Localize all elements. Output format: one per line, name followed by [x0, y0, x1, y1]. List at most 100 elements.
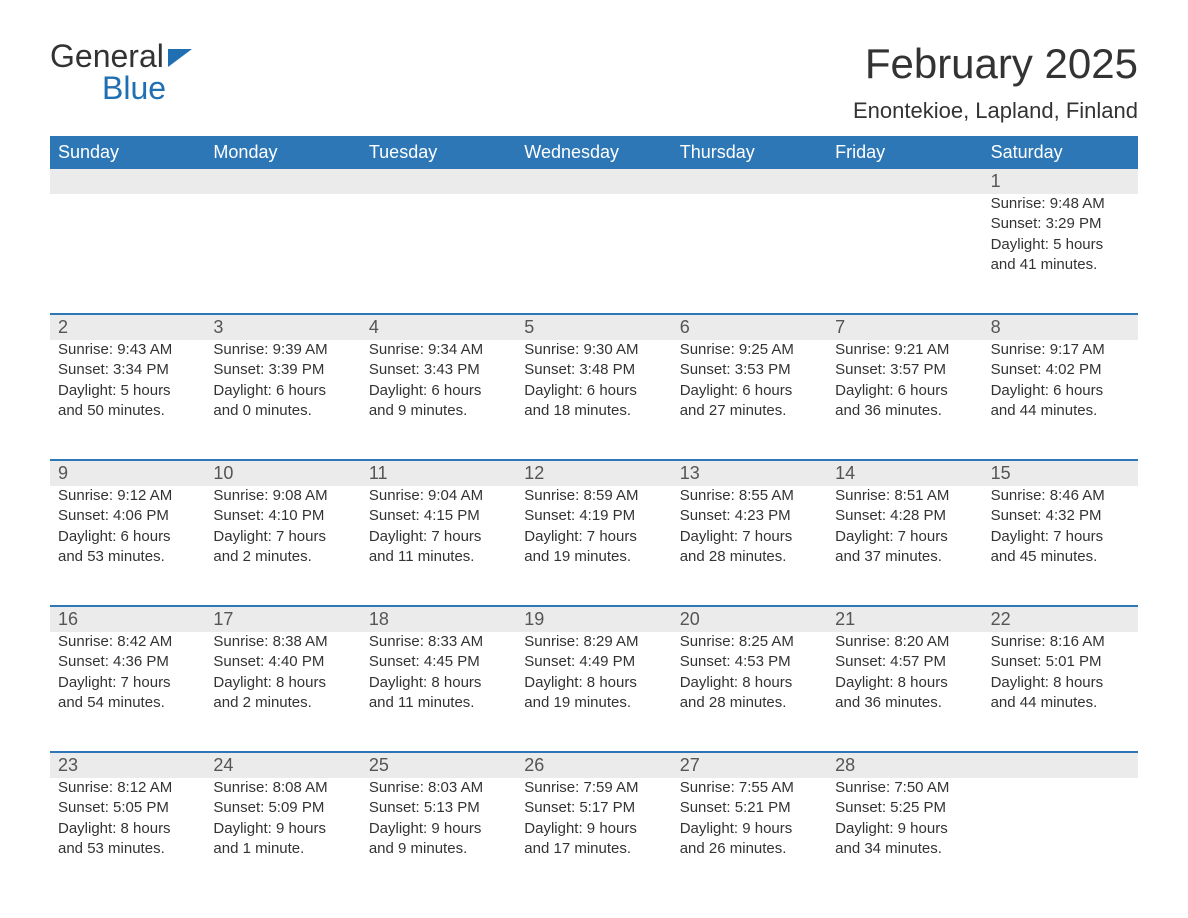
sunrise: Sunrise: 8:38 AM — [213, 632, 352, 652]
sunset: Sunset: 5:21 PM — [680, 798, 819, 818]
flag-icon — [168, 49, 192, 67]
daylight-line2: and 17 minutes. — [524, 839, 663, 859]
sunset: Sunset: 3:29 PM — [991, 214, 1130, 234]
daylight-line1: Daylight: 5 hours — [991, 235, 1130, 255]
dayname: Saturday — [983, 136, 1138, 169]
daylight-line1: Daylight: 9 hours — [369, 819, 508, 839]
sunset: Sunset: 4:53 PM — [680, 652, 819, 672]
sunset: Sunset: 5:13 PM — [369, 798, 508, 818]
day-cell: Sunrise: 8:29 AMSunset: 4:49 PMDaylight:… — [516, 632, 671, 721]
sunrise: Sunrise: 7:59 AM — [524, 778, 663, 798]
day-cell: Sunrise: 9:17 AMSunset: 4:02 PMDaylight:… — [983, 340, 1138, 429]
day-cell: Sunrise: 9:08 AMSunset: 4:10 PMDaylight:… — [205, 486, 360, 575]
daylight-line1: Daylight: 6 hours — [991, 381, 1130, 401]
sunrise: Sunrise: 8:25 AM — [680, 632, 819, 652]
day-number: 24 — [205, 753, 360, 778]
daylight-line2: and 2 minutes. — [213, 547, 352, 567]
day-number: 11 — [361, 461, 516, 486]
sunset: Sunset: 4:28 PM — [835, 506, 974, 526]
daynum-row: 9101112131415 — [50, 461, 1138, 486]
daylight-line1: Daylight: 7 hours — [213, 527, 352, 547]
title-block: February 2025 Enontekioe, Lapland, Finla… — [853, 40, 1138, 124]
sunset: Sunset: 4:19 PM — [524, 506, 663, 526]
day-cell: Sunrise: 8:33 AMSunset: 4:45 PMDaylight:… — [361, 632, 516, 721]
day-cell: Sunrise: 8:20 AMSunset: 4:57 PMDaylight:… — [827, 632, 982, 721]
day-number: 8 — [983, 315, 1138, 340]
dayname: Wednesday — [516, 136, 671, 169]
sunset: Sunset: 4:45 PM — [369, 652, 508, 672]
sunset: Sunset: 4:40 PM — [213, 652, 352, 672]
page-title: February 2025 — [853, 40, 1138, 88]
sunset: Sunset: 3:53 PM — [680, 360, 819, 380]
day-cell: Sunrise: 8:51 AMSunset: 4:28 PMDaylight:… — [827, 486, 982, 575]
sunset: Sunset: 5:05 PM — [58, 798, 197, 818]
sunrise: Sunrise: 9:48 AM — [991, 194, 1130, 214]
day-number: 6 — [672, 315, 827, 340]
brand-part1: General — [50, 40, 164, 72]
daylight-line2: and 2 minutes. — [213, 693, 352, 713]
daylight-line2: and 44 minutes. — [991, 693, 1130, 713]
day-cell — [361, 194, 516, 283]
day-cell: Sunrise: 8:08 AMSunset: 5:09 PMDaylight:… — [205, 778, 360, 867]
sunset: Sunset: 4:02 PM — [991, 360, 1130, 380]
daylight-line1: Daylight: 6 hours — [213, 381, 352, 401]
daylight-line2: and 37 minutes. — [835, 547, 974, 567]
sunrise: Sunrise: 7:50 AM — [835, 778, 974, 798]
daylight-line1: Daylight: 9 hours — [835, 819, 974, 839]
daylight-line2: and 9 minutes. — [369, 401, 508, 421]
dayname: Thursday — [672, 136, 827, 169]
sunrise: Sunrise: 8:51 AM — [835, 486, 974, 506]
sunset: Sunset: 3:39 PM — [213, 360, 352, 380]
daylight-line2: and 45 minutes. — [991, 547, 1130, 567]
content-row: Sunrise: 8:42 AMSunset: 4:36 PMDaylight:… — [50, 632, 1138, 721]
content-row: Sunrise: 9:48 AMSunset: 3:29 PMDaylight:… — [50, 194, 1138, 283]
day-cell: Sunrise: 8:16 AMSunset: 5:01 PMDaylight:… — [983, 632, 1138, 721]
day-cell: Sunrise: 8:25 AMSunset: 4:53 PMDaylight:… — [672, 632, 827, 721]
daylight-line1: Daylight: 6 hours — [58, 527, 197, 547]
daynum-row: 16171819202122 — [50, 607, 1138, 632]
day-number: 27 — [672, 753, 827, 778]
day-cell: Sunrise: 8:55 AMSunset: 4:23 PMDaylight:… — [672, 486, 827, 575]
day-number: 16 — [50, 607, 205, 632]
sunset: Sunset: 3:48 PM — [524, 360, 663, 380]
content-row: Sunrise: 9:43 AMSunset: 3:34 PMDaylight:… — [50, 340, 1138, 429]
sunset: Sunset: 4:06 PM — [58, 506, 197, 526]
day-cell: Sunrise: 7:50 AMSunset: 5:25 PMDaylight:… — [827, 778, 982, 867]
day-cell: Sunrise: 8:03 AMSunset: 5:13 PMDaylight:… — [361, 778, 516, 867]
day-number: 28 — [827, 753, 982, 778]
day-number: 9 — [50, 461, 205, 486]
day-cell: Sunrise: 9:04 AMSunset: 4:15 PMDaylight:… — [361, 486, 516, 575]
daynum-row: 1 — [50, 169, 1138, 194]
sunrise: Sunrise: 8:33 AM — [369, 632, 508, 652]
sunrise: Sunrise: 9:34 AM — [369, 340, 508, 360]
sunrise: Sunrise: 8:03 AM — [369, 778, 508, 798]
day-cell: Sunrise: 9:12 AMSunset: 4:06 PMDaylight:… — [50, 486, 205, 575]
day-number — [672, 169, 827, 194]
daynum-row: 2345678 — [50, 315, 1138, 340]
dayname: Sunday — [50, 136, 205, 169]
day-number: 17 — [205, 607, 360, 632]
day-cell: Sunrise: 9:21 AMSunset: 3:57 PMDaylight:… — [827, 340, 982, 429]
daylight-line1: Daylight: 7 hours — [58, 673, 197, 693]
day-number — [516, 169, 671, 194]
sunrise: Sunrise: 8:42 AM — [58, 632, 197, 652]
daylight-line1: Daylight: 6 hours — [524, 381, 663, 401]
sunrise: Sunrise: 9:39 AM — [213, 340, 352, 360]
sunset: Sunset: 3:43 PM — [369, 360, 508, 380]
sunrise: Sunrise: 8:12 AM — [58, 778, 197, 798]
daylight-line1: Daylight: 7 hours — [524, 527, 663, 547]
daylight-line1: Daylight: 6 hours — [680, 381, 819, 401]
daylight-line2: and 11 minutes. — [369, 547, 508, 567]
day-cell — [516, 194, 671, 283]
daylight-line1: Daylight: 9 hours — [213, 819, 352, 839]
day-number: 13 — [672, 461, 827, 486]
day-cell: Sunrise: 7:59 AMSunset: 5:17 PMDaylight:… — [516, 778, 671, 867]
day-number: 21 — [827, 607, 982, 632]
daylight-line1: Daylight: 6 hours — [369, 381, 508, 401]
day-number: 4 — [361, 315, 516, 340]
daylight-line1: Daylight: 8 hours — [680, 673, 819, 693]
sunset: Sunset: 4:32 PM — [991, 506, 1130, 526]
daylight-line2: and 27 minutes. — [680, 401, 819, 421]
daylight-line2: and 9 minutes. — [369, 839, 508, 859]
day-number — [983, 753, 1138, 778]
